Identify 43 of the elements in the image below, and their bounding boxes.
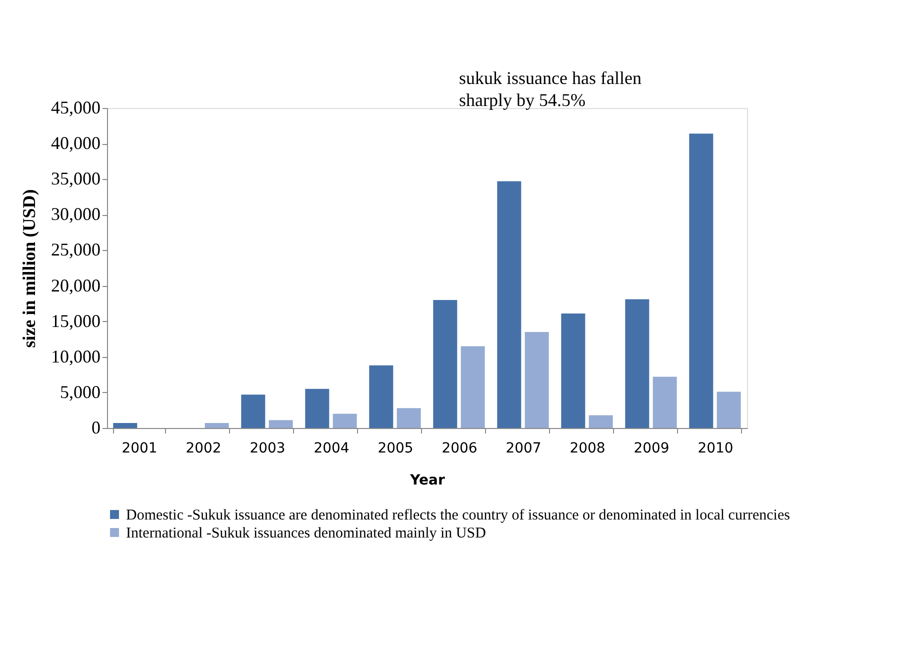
bar	[241, 394, 266, 428]
x-tick-label: 2005	[378, 440, 414, 456]
y-tick-label: 0	[92, 418, 100, 438]
bar	[332, 414, 357, 428]
legend-label: International -Sukuk issuances denominated mainly in USD	[126, 526, 486, 542]
x-tick-label: 2007	[506, 440, 542, 456]
annotation: sukuk issuance has fallen sharply by 54.5%	[459, 68, 642, 110]
x-tick-label: 2004	[314, 440, 350, 456]
bar	[497, 181, 522, 428]
y-tick-label: 25,000	[51, 240, 100, 260]
y-tick-label: 10,000	[51, 346, 100, 366]
bar	[689, 134, 714, 428]
x-tick-label: 2003	[250, 440, 286, 456]
bar	[561, 314, 586, 428]
bar	[652, 376, 677, 428]
y-tick-label: 35,000	[51, 168, 100, 189]
legend-label: Domestic -Sukuk issuance are denominated reflects the country of issuance or denominated in local currencies	[126, 508, 790, 524]
y-tick-label: 15,000	[51, 310, 100, 331]
y-tick-label: 45,000	[51, 98, 100, 118]
y-tick-label: 40,000	[51, 133, 100, 154]
y-tick-label: 30,000	[51, 204, 100, 224]
bar	[716, 392, 741, 428]
y-axis-title: size in million (USD)	[19, 189, 39, 348]
x-tick-label: 2006	[442, 440, 478, 456]
bar	[625, 299, 650, 428]
bar	[204, 423, 229, 428]
bar	[305, 388, 330, 428]
x-tick-label: 2001	[122, 440, 158, 456]
x-tick-label: 2002	[186, 440, 222, 456]
bar	[588, 415, 613, 428]
bar	[396, 408, 421, 428]
bar	[369, 365, 394, 428]
x-tick-label: 2010	[698, 440, 734, 456]
y-tick-label: 20,000	[51, 275, 100, 296]
bar	[524, 332, 549, 428]
x-axis-title: Year	[409, 472, 445, 488]
x-tick-label: 2009	[634, 440, 670, 456]
x-tick-label: 2008	[570, 440, 606, 456]
y-tick-label: 5,000	[60, 382, 100, 402]
bar	[268, 420, 293, 428]
bar	[113, 423, 138, 428]
bar	[460, 346, 485, 428]
bar	[433, 300, 458, 428]
